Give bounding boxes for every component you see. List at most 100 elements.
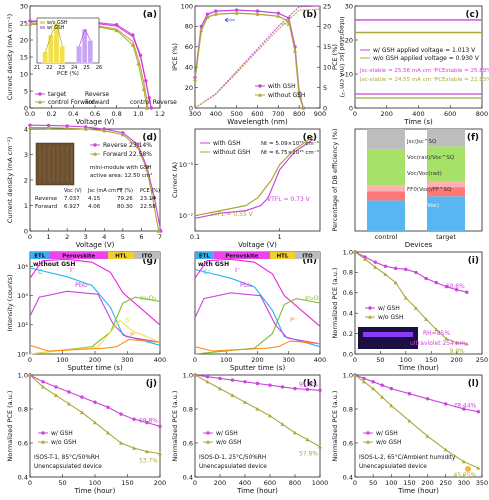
- ipce-marker: [297, 93, 302, 98]
- legend-label: w/o GSH: [47, 20, 68, 26]
- stability-marker: [476, 466, 481, 470]
- stability-marker: [476, 410, 481, 414]
- layer-label: ETL: [34, 254, 46, 260]
- table-cell: 80.30: [117, 204, 133, 210]
- stability-marker: [305, 437, 310, 442]
- x-axis-label: Time (hour): [397, 487, 439, 495]
- x-axis-label: Wavelength (nm): [227, 118, 288, 126]
- stability-marker: [434, 280, 438, 285]
- x-tick-label: 3: [84, 233, 88, 241]
- x-tick-label: 5: [121, 233, 125, 241]
- series-label: In₂O₃: [140, 294, 157, 302]
- stability-marker: [93, 420, 97, 425]
- stability-marker: [444, 284, 449, 289]
- legend-marker: [93, 143, 97, 147]
- x-tick-label: 150: [425, 356, 437, 364]
- legend-label: Reverse 23.14%: [103, 142, 152, 149]
- x-tick-label: 300: [121, 356, 133, 364]
- module-marker: [84, 125, 88, 129]
- stability-marker: [119, 412, 123, 416]
- ipce-marker: [286, 19, 291, 23]
- legend-label: w/o GSH: [376, 439, 401, 446]
- y-tick-label: 60: [185, 43, 193, 51]
- y-axis-label: Normalized PCE (a.u.): [331, 391, 339, 462]
- y-tick-label: 100: [181, 2, 193, 10]
- x-tick-label: control: [375, 233, 398, 241]
- x-tick-label: 0: [193, 479, 197, 487]
- arrow-icon: [280, 21, 291, 27]
- y-tick-label: 0.4: [18, 473, 28, 481]
- stacked-bar-segment: [367, 149, 405, 186]
- sims-curve-3: [194, 298, 321, 355]
- x-tick-label: 400: [239, 479, 251, 487]
- inset-xlabel: PCE (%): [57, 71, 79, 77]
- series-label: P⁻: [290, 316, 297, 324]
- legend-label: FF0(Voc)/FF^SQ: [407, 187, 452, 193]
- stability-marker: [145, 420, 149, 425]
- legend-marker: [366, 440, 370, 444]
- x-tick-label: 200: [154, 479, 166, 487]
- inset-tick-label: 25: [83, 65, 89, 71]
- table-header: PCE (%): [140, 188, 160, 194]
- module-marker: [156, 229, 161, 233]
- module-marker: [120, 132, 125, 137]
- stability-marker: [268, 383, 272, 387]
- y-axis-label: PCE (%): [331, 44, 339, 70]
- jv-marker: [136, 61, 141, 66]
- legend-label: w/ GSH: [51, 430, 73, 437]
- layer-label: ETL: [199, 254, 211, 260]
- stacked-bar-segment: [367, 191, 405, 201]
- y-tick-label: 80: [185, 23, 193, 31]
- retention-label: 45.25%: [453, 472, 476, 479]
- legend-swatch: [40, 26, 45, 29]
- stability-marker: [67, 401, 71, 406]
- stability-marker: [54, 385, 58, 389]
- stability-marker: [353, 250, 357, 254]
- stability-curve-1: [354, 374, 479, 469]
- ipce-marker: [205, 12, 210, 16]
- stability-marker: [424, 276, 428, 281]
- stability-marker: [293, 430, 297, 435]
- ipce-marker: [234, 8, 239, 12]
- stability-marker: [380, 383, 384, 387]
- stability-marker: [461, 459, 466, 464]
- table-header: FF (%): [117, 188, 133, 194]
- ipce-marker: [276, 11, 281, 15]
- annotation-text: VTFL = 0.73 V: [267, 196, 311, 203]
- stability-marker: [389, 403, 394, 408]
- y-tick-label: 1.0: [18, 371, 28, 379]
- stability-marker: [407, 392, 412, 396]
- y-tick-label: 0.8: [18, 405, 28, 413]
- retention-label: 78.44%: [453, 403, 476, 410]
- layer-band: [49, 252, 108, 259]
- ipce-curve-2: [194, 5, 321, 109]
- module-marker: [65, 124, 69, 128]
- histogram-fit: [45, 22, 63, 52]
- stacked-bar-segment: [427, 181, 465, 188]
- annotation-text: Unencapsulated device: [199, 464, 267, 470]
- annotation-text: Jsc-stable = 24.55 mA cm⁻²: [359, 76, 436, 83]
- stability-marker: [132, 446, 136, 450]
- legend-label: target: [48, 91, 67, 98]
- y-tick-label: 0: [189, 104, 193, 112]
- panel-e-frame: [194, 128, 321, 232]
- x-tick-label: 2: [65, 233, 69, 241]
- sims-curve-2: [29, 290, 161, 343]
- legend-label: Jsc/Jsc^SQ: [406, 139, 437, 145]
- x-tick-label: 600: [264, 479, 276, 487]
- module-marker: [28, 123, 32, 127]
- ipce-marker: [255, 9, 260, 13]
- x-axis-label: Time (hour): [236, 487, 278, 495]
- legend-label: with GSH: [213, 140, 241, 147]
- legend-marker: [93, 152, 97, 156]
- sims-curve-0: [29, 267, 161, 346]
- x-tick-label: 1: [47, 233, 51, 241]
- y-axis-label: Percentage of DB efficiency (%): [331, 128, 339, 231]
- x-tick-label: 0.1: [190, 233, 200, 241]
- stability-marker: [193, 373, 197, 377]
- y-tick-label: 0.8: [183, 405, 193, 413]
- stability-marker: [41, 380, 45, 384]
- annotation-text: ISOS-T-1, 85°C/50%RH: [34, 455, 99, 461]
- y-tick-label: 0.0: [343, 350, 353, 358]
